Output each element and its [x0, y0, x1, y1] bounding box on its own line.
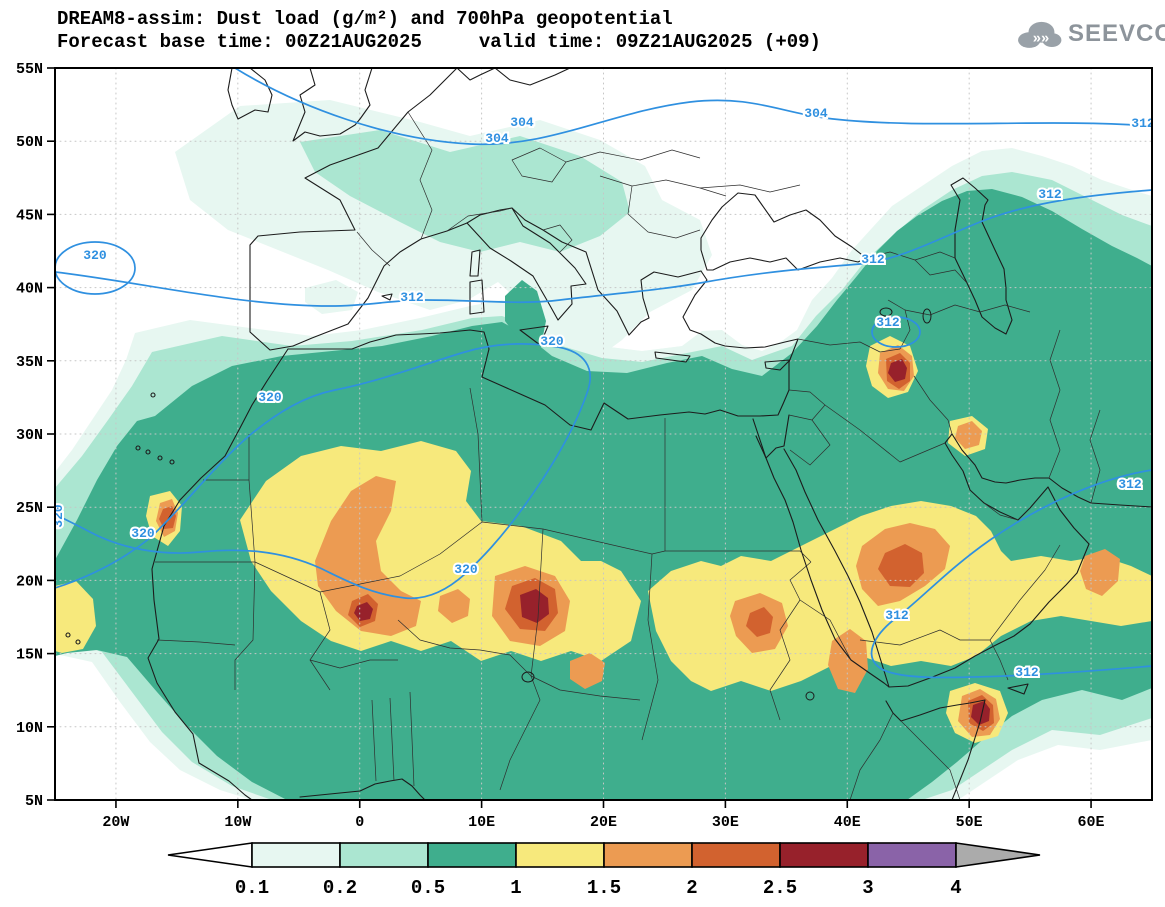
colorbar-tick-label: 4 [950, 877, 961, 899]
lat-tick-label: 30N [16, 427, 43, 444]
geopotential-label: 320 [258, 390, 282, 405]
colorbar-segment [427, 842, 517, 868]
geopotential-label: 304 [510, 115, 534, 130]
colorbar-tick-label: 1 [510, 877, 521, 899]
geopotential-label: 312 [861, 252, 885, 267]
lat-tick-label: 35N [16, 354, 43, 371]
colorbar-segment [779, 842, 869, 868]
geopotential-label: 320 [131, 526, 155, 541]
contour-320-main [55, 343, 591, 600]
longitude-axis: 20W 10W 0 10E 20E 30E 40E 50E 60E [102, 800, 1105, 831]
geopotential-label: 312 [876, 315, 900, 330]
colorbar-tick-label: 0.1 [235, 877, 269, 899]
logo-text: SEEVCCC [1068, 20, 1165, 47]
colorbar-segment [867, 842, 957, 868]
geopotential-label: 304 [485, 131, 509, 146]
colorbar-segment [251, 842, 341, 868]
page-title: DREAM8-assim: Dust load (g/m²) and 700hP… [57, 8, 673, 30]
geopotential-label: 312 [1038, 187, 1062, 202]
geopotential-label: 312 [400, 290, 424, 305]
latitude-axis: 55N 50N 45N 40N 35N 30N 25N 20N 15N 10N 5N [16, 61, 55, 810]
lat-tick-label: 25N [16, 500, 43, 517]
geopotential-contours [55, 68, 1152, 679]
contour-312-north [55, 189, 1152, 307]
lon-tick-label: 20E [590, 814, 617, 831]
geopotential-label: 304 [804, 106, 828, 121]
colorbar-tick-label: 1.5 [587, 877, 621, 899]
colorbar-segment [339, 842, 429, 868]
contour-320-atlantic-low [55, 241, 136, 295]
colorbar-tick-label: 0.5 [411, 877, 445, 899]
colorbar-segment [515, 842, 605, 868]
contour-304 [234, 68, 1152, 146]
lon-tick-label: 40E [834, 814, 861, 831]
lat-tick-label: 10N [16, 720, 43, 737]
geopotential-label: 312 [1015, 665, 1039, 680]
lon-tick-label: 20W [102, 814, 129, 831]
contour-312-south [870, 469, 1152, 679]
cloud-icon: »» [1018, 21, 1062, 48]
seevccc-logo: »» SEEVCCC [1012, 16, 1165, 52]
contour-labels: 3043043043123123123123123123123123203203… [51, 104, 1155, 682]
colorbar-tick-label: 3 [862, 877, 873, 899]
lon-tick-label: 0 [355, 814, 364, 831]
title-block: DREAM8-assim: Dust load (g/m²) and 700hP… [57, 8, 821, 54]
contour-312-iraq-low [871, 316, 921, 348]
dust-load-colorbar: 0.1 0.2 0.5 1 1.5 2 2.5 3 4 [167, 842, 1041, 899]
colorbar-below-arrow [167, 842, 253, 868]
colorbar-above-arrow [955, 842, 1041, 868]
geopotential-label: 312 [1118, 477, 1142, 492]
lat-tick-label: 45N [16, 207, 43, 224]
islands [65, 249, 1029, 701]
colorbar-tick-label: 0.2 [323, 877, 357, 899]
geopotential-label: 320 [83, 248, 107, 263]
coastlines [147, 68, 1152, 800]
lat-tick-label: 20N [16, 573, 43, 590]
dust-layer-2.5 [354, 359, 990, 725]
geopotential-label: 312 [885, 608, 909, 623]
colorbar-tick-label: 2.5 [763, 877, 797, 899]
geopotential-label: 320 [454, 562, 478, 577]
lon-tick-label: 60E [1078, 814, 1105, 831]
dust-fill-layers [55, 100, 1152, 800]
lon-tick-label: 10W [224, 814, 251, 831]
geopotential-label: 320 [540, 334, 564, 349]
lat-tick-label: 40N [16, 281, 43, 298]
colorbar-segment [691, 842, 781, 868]
lat-tick-label: 55N [16, 61, 43, 78]
page-subtitle: Forecast base time: 00Z21AUG2025 valid t… [57, 31, 821, 53]
grid-lines [55, 68, 1152, 800]
lat-tick-label: 5N [25, 793, 43, 810]
lon-tick-label: 10E [468, 814, 495, 831]
colorbar-tick-label: 2 [686, 877, 697, 899]
lon-tick-label: 50E [956, 814, 983, 831]
geopotential-label: 320 [51, 504, 66, 528]
lat-tick-label: 50N [16, 134, 43, 151]
colorbar-segment [603, 842, 693, 868]
geopotential-label: 312 [1131, 116, 1155, 131]
country-borders [155, 111, 1101, 800]
lat-tick-label: 15N [16, 647, 43, 664]
svg-text:»»: »» [1033, 31, 1049, 47]
lon-tick-label: 30E [712, 814, 739, 831]
